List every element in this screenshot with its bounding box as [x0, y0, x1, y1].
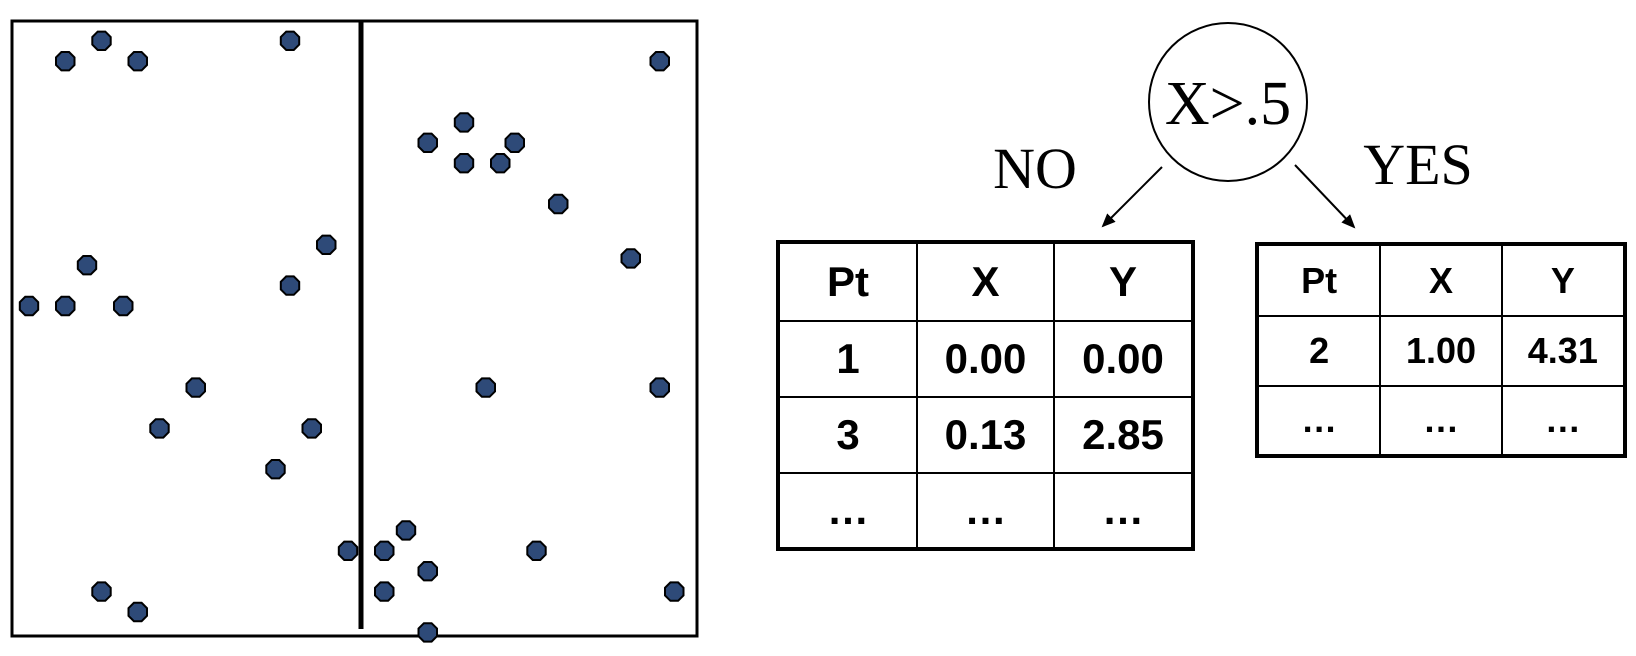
data-points	[18, 30, 685, 643]
data-point	[91, 30, 112, 51]
data-point	[664, 581, 685, 602]
data-point	[417, 622, 438, 643]
cell-x: …	[1379, 384, 1503, 454]
cell-y: 0.00	[1053, 321, 1191, 398]
cell-y: 2.85	[1053, 395, 1191, 474]
cell-y: …	[1500, 384, 1623, 454]
data-point	[649, 51, 670, 72]
data-point	[76, 255, 98, 276]
data-point	[18, 295, 40, 317]
data-point	[265, 459, 286, 480]
data-point	[55, 295, 76, 317]
data-point	[417, 561, 438, 582]
yes-branch-arrow	[1294, 164, 1356, 229]
data-point	[337, 540, 359, 561]
data-point	[91, 581, 112, 602]
data-point	[127, 601, 148, 623]
data-point	[279, 30, 301, 51]
data-point	[149, 418, 170, 439]
column-header-x: X	[916, 244, 1055, 322]
cell-x: 0.00	[916, 321, 1055, 398]
data-point	[526, 540, 547, 561]
table-row: 3 0.13 2.85	[780, 395, 1191, 474]
table-header-row: Pt X Y	[780, 244, 1191, 322]
column-header-y: Y	[1053, 244, 1191, 322]
cell-y: …	[1053, 471, 1191, 547]
cell-pt: 2	[1259, 316, 1382, 387]
data-point	[649, 377, 670, 398]
cell-y: 4.31	[1500, 316, 1623, 387]
column-header-x: X	[1379, 246, 1503, 317]
data-point	[453, 153, 475, 174]
no-branch-label: NO	[993, 136, 1077, 201]
table-row: … … …	[1259, 384, 1623, 454]
data-point	[374, 581, 395, 602]
data-point	[417, 132, 438, 153]
data-point	[490, 153, 511, 174]
data-point	[504, 132, 525, 153]
cell-x: 0.13	[916, 395, 1055, 474]
yes-branch-table: Pt X Y 2 1.00 4.31 … … …	[1255, 242, 1627, 458]
data-point	[301, 418, 322, 439]
yes-branch-label: YES	[1363, 132, 1473, 197]
cell-pt: …	[780, 471, 918, 547]
decision-node-circle	[1148, 22, 1308, 182]
table-header-row: Pt X Y	[1259, 246, 1623, 317]
data-point	[316, 234, 337, 255]
column-header-pt: Pt	[1259, 246, 1382, 317]
cell-pt: 3	[780, 395, 918, 474]
data-point	[395, 520, 417, 541]
scatter-plot	[10, 19, 699, 643]
no-branch-table: Pt X Y 1 0.00 0.00 3 0.13 2.85 … … …	[776, 240, 1195, 551]
data-point	[127, 51, 148, 72]
table-row: 1 0.00 0.00	[780, 321, 1191, 398]
decision-node-label: X>.5	[1165, 70, 1291, 138]
cell-pt: …	[1259, 384, 1382, 454]
decision-node: X>.5	[1148, 22, 1308, 182]
data-point	[55, 51, 76, 72]
table-row: … … …	[780, 471, 1191, 547]
data-point	[620, 248, 641, 269]
cell-x: 1.00	[1379, 316, 1503, 387]
data-point	[475, 377, 496, 398]
cell-pt: 1	[780, 321, 918, 398]
table-row: 2 1.00 4.31	[1259, 316, 1623, 387]
column-header-y: Y	[1500, 246, 1623, 317]
cell-x: …	[916, 471, 1055, 547]
scatter-plot-frame	[10, 19, 699, 638]
data-point	[113, 295, 134, 317]
data-point	[185, 377, 206, 398]
data-point	[374, 540, 395, 561]
data-point	[548, 193, 569, 215]
data-point	[279, 275, 301, 296]
data-point	[453, 112, 475, 133]
column-header-pt: Pt	[780, 244, 918, 322]
no-branch-arrow	[1101, 166, 1163, 228]
